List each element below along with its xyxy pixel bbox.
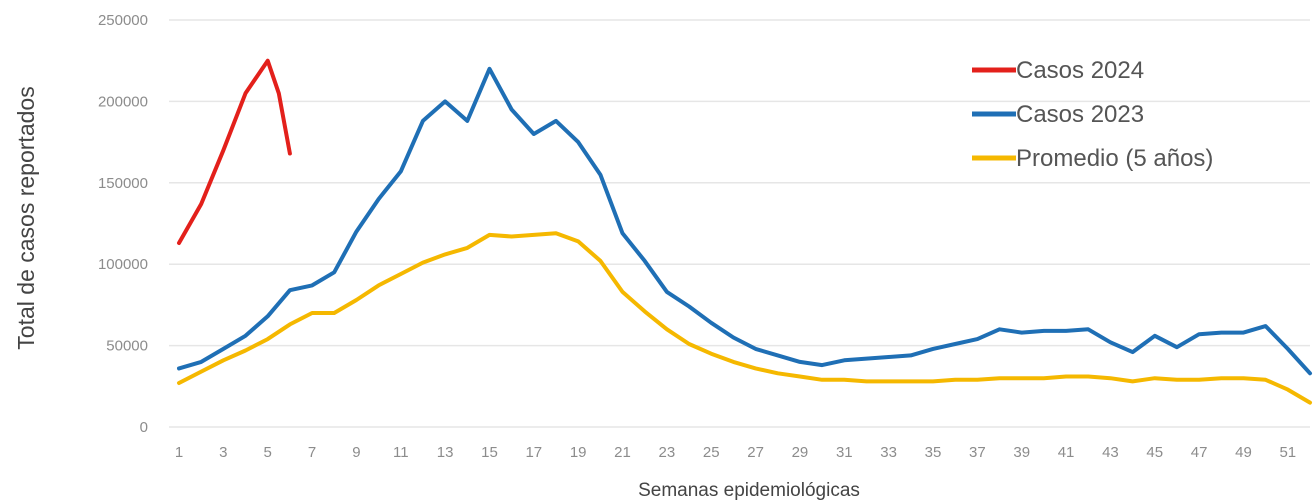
x-tick-label: 1 bbox=[175, 444, 183, 461]
x-tick-label: 31 bbox=[836, 444, 853, 461]
series-line-1 bbox=[177, 66, 1312, 376]
series-lines bbox=[177, 58, 1312, 405]
gridlines bbox=[169, 19, 1310, 428]
x-tick-label: 25 bbox=[703, 444, 720, 461]
x-tick-label: 7 bbox=[308, 444, 316, 461]
y-tick-label: 100000 bbox=[98, 256, 148, 273]
x-tick-label: 27 bbox=[747, 444, 764, 461]
x-tick-label: 29 bbox=[792, 444, 809, 461]
x-tick-label: 49 bbox=[1235, 444, 1252, 461]
y-tick-label: 250000 bbox=[98, 12, 148, 29]
x-tick-label: 5 bbox=[264, 444, 272, 461]
legend: Casos 2024 Casos 2023 Promedio (5 años) bbox=[972, 57, 1213, 172]
legend-label: Casos 2023 bbox=[1016, 101, 1144, 128]
x-tick-label: 3 bbox=[219, 444, 227, 461]
x-tick-label: 41 bbox=[1058, 444, 1075, 461]
y-tick-label: 0 bbox=[140, 419, 148, 436]
x-tick-label: 45 bbox=[1146, 444, 1163, 461]
x-tick-label: 13 bbox=[437, 444, 454, 461]
y-tick-label: 50000 bbox=[106, 338, 148, 355]
x-axis-title: Semanas epidemiológicas bbox=[638, 480, 860, 501]
x-tick-label: 37 bbox=[969, 444, 986, 461]
y-axis-ticks: 0 50000 100000 150000 200000 250000 bbox=[98, 12, 148, 436]
x-tick-label: 17 bbox=[525, 444, 542, 461]
x-tick-label: 51 bbox=[1279, 444, 1296, 461]
legend-label: Promedio (5 años) bbox=[1016, 145, 1213, 172]
x-axis-ticks: 1 3 5 7 9 11 13 15 17 19 21 23 25 27 29 31 33 35 37 39 41 43 4… bbox=[175, 444, 1296, 461]
x-tick-label: 9 bbox=[352, 444, 360, 461]
y-tick-label: 150000 bbox=[98, 175, 148, 192]
x-tick-label: 21 bbox=[614, 444, 631, 461]
series-line-0 bbox=[177, 58, 292, 245]
x-tick-label: 33 bbox=[880, 444, 897, 461]
x-tick-label: 11 bbox=[393, 444, 409, 461]
x-tick-label: 15 bbox=[481, 444, 498, 461]
x-tick-label: 43 bbox=[1102, 444, 1119, 461]
x-tick-label: 35 bbox=[925, 444, 942, 461]
y-axis-title: Total de casos reportados bbox=[13, 86, 39, 349]
y-tick-label: 200000 bbox=[98, 93, 148, 110]
series-line-2 bbox=[177, 231, 1312, 405]
x-tick-label: 19 bbox=[570, 444, 587, 461]
legend-label: Casos 2024 bbox=[1016, 57, 1144, 84]
x-tick-label: 23 bbox=[659, 444, 676, 461]
x-tick-label: 47 bbox=[1191, 444, 1208, 461]
x-tick-label: 39 bbox=[1013, 444, 1030, 461]
